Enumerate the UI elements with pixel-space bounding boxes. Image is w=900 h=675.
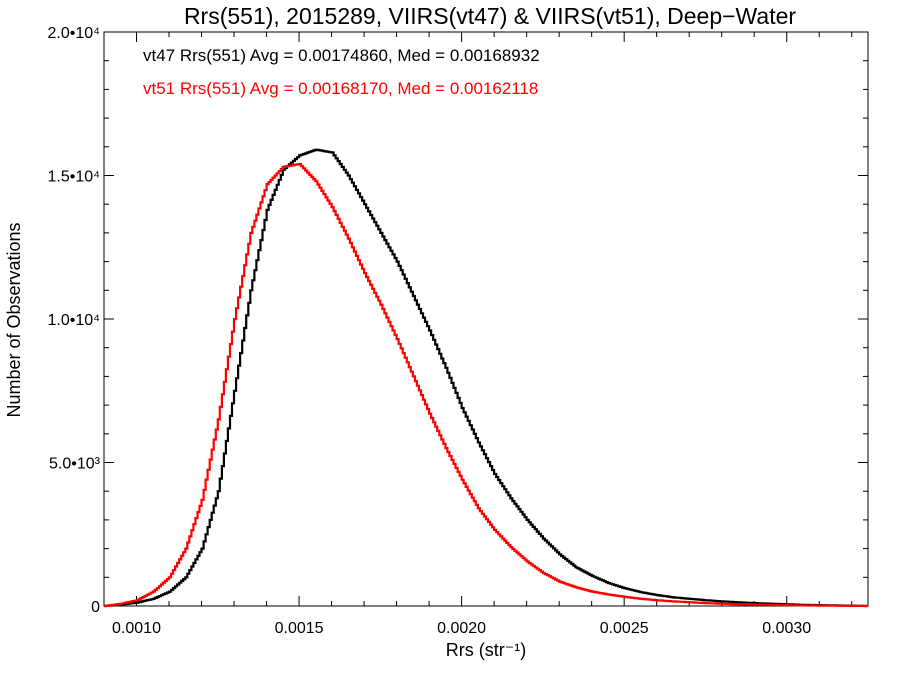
x-tick-label: 0.0030 (762, 620, 811, 637)
y-tick-label: 0 (91, 599, 100, 616)
y-tick-label: 1.0•10⁴ (47, 312, 100, 329)
series-vt47-histogram (104, 148, 868, 608)
x-tick-label: 0.0010 (112, 620, 161, 637)
chart-title: Rrs(551), 2015289, VIIRS(vt47) & VIIRS(v… (184, 3, 796, 29)
x-axis-label: Rrs (str⁻¹) (446, 640, 526, 660)
annotation-vt47: vt47 Rrs(551) Avg = 0.00174860, Med = 0.… (143, 46, 540, 65)
annotation-vt51: vt51 Rrs(551) Avg = 0.00168170, Med = 0.… (143, 79, 538, 98)
series-vt51-histogram (104, 162, 868, 608)
y-axis-label: Number of Observations (4, 222, 24, 417)
x-tick-label: 0.0015 (275, 620, 324, 637)
x-tick-label: 0.0025 (600, 620, 649, 637)
y-tick-label: 2.0•10⁴ (47, 25, 100, 42)
x-tick-label: 0.0020 (437, 620, 486, 637)
y-tick-label: 5.0•10³ (49, 456, 101, 473)
y-tick-label: 1.5•10⁴ (47, 169, 100, 186)
